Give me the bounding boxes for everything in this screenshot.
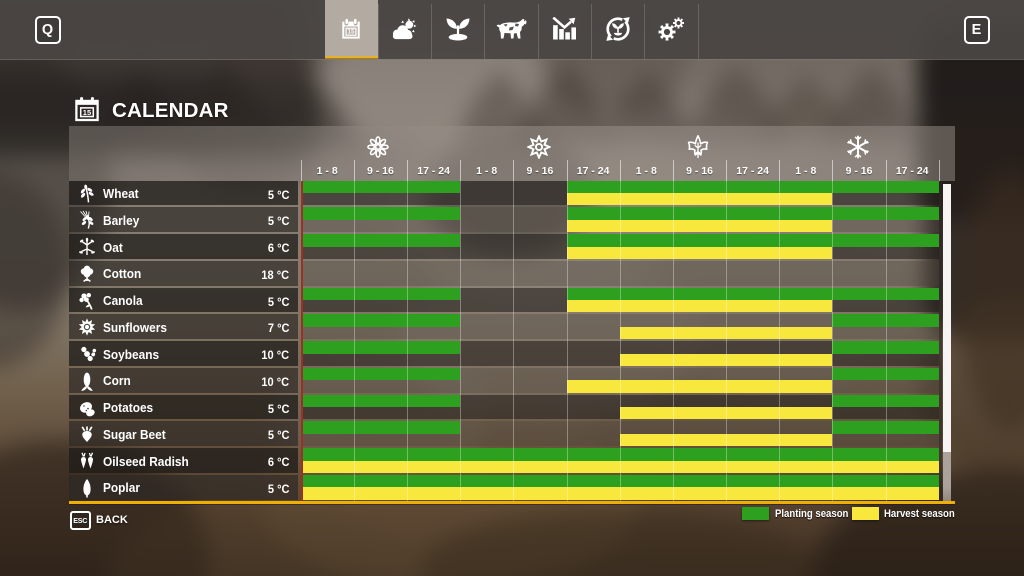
svg-text:15: 15 [348, 29, 355, 36]
svg-text:15: 15 [82, 108, 90, 117]
